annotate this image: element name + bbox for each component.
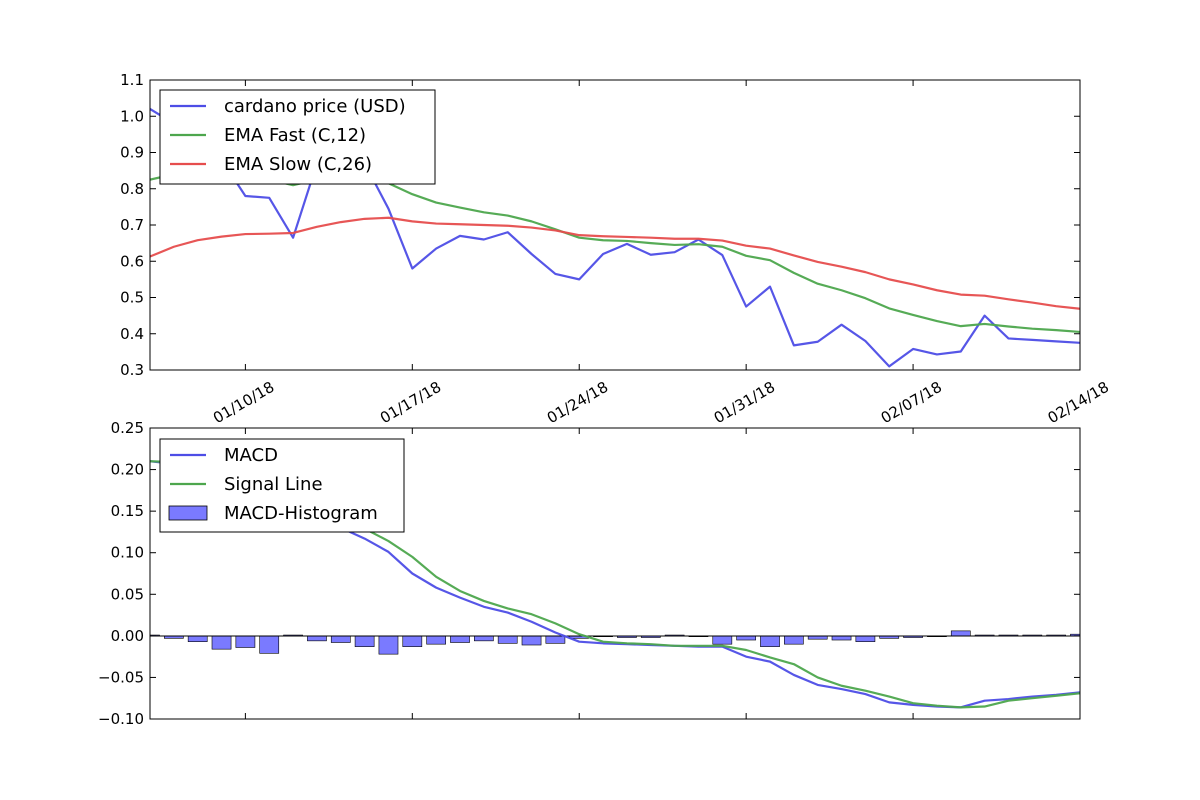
histogram-bar <box>354 635 375 647</box>
y-tick-label: 0.5 <box>120 289 144 307</box>
histogram-bar <box>187 635 208 642</box>
y-tick-label: 1.1 <box>120 71 144 89</box>
histogram-bar <box>545 635 566 644</box>
histogram-bar <box>521 635 542 646</box>
y-tick-label: 0.05 <box>111 585 144 603</box>
histogram-bar <box>259 635 280 654</box>
histogram-bar <box>378 635 399 655</box>
histogram-bar <box>712 635 733 645</box>
y-tick-label: 0.00 <box>111 627 144 645</box>
legend-swatch <box>168 505 208 521</box>
histogram-bar <box>760 635 780 647</box>
y-tick-label: 0.4 <box>120 325 144 343</box>
histogram-bar <box>402 635 423 647</box>
histogram-bar <box>235 635 256 648</box>
y-tick-label: −0.10 <box>98 710 144 728</box>
histogram-bar <box>784 635 804 645</box>
y-tick-label: −0.05 <box>98 668 144 686</box>
series-line-ema-slow-c-26 <box>150 216 1080 310</box>
y-tick-label: 0.6 <box>120 252 144 270</box>
legend-label: EMA Fast (C,12) <box>224 125 366 146</box>
histogram-bar <box>426 635 446 645</box>
legend-label: Signal Line <box>224 474 323 495</box>
histogram-bar <box>950 630 971 637</box>
macd-panel: −0.10 −0.05 0.00 0.05 0.10 0.15 0.20 0.25 MACD S… <box>98 419 1081 728</box>
histogram-bar <box>330 635 351 643</box>
macd-legend: MACD Signal Line MACD-Histogram <box>159 438 405 533</box>
price-legend: cardano price (USD) EMA Fast (C,12) EMA Sl… <box>159 89 436 185</box>
histogram-bar <box>450 635 470 643</box>
histogram-bar <box>211 635 232 650</box>
y-tick-label: 0.25 <box>111 419 144 437</box>
y-tick-label: 0.15 <box>111 502 144 520</box>
histogram-bar <box>307 635 327 642</box>
y-tick-label: 0.10 <box>111 544 144 562</box>
histogram-bar <box>855 635 876 642</box>
legend-label: cardano price (USD) <box>224 96 406 117</box>
legend-label: EMA Slow (C,26) <box>224 154 372 175</box>
y-tick-label: 0.8 <box>120 180 144 198</box>
histogram-bar <box>474 635 494 642</box>
price-y-axis: 0.3 0.4 0.5 0.6 0.7 0.8 0.9 1.0 1.1 <box>120 71 1080 379</box>
series-line-cardano-price-usd <box>150 108 1080 368</box>
y-tick-label: 1.0 <box>120 107 144 125</box>
macd-y-axis: −0.10 −0.05 0.00 0.05 0.10 0.15 0.20 0.25 <box>98 419 1081 728</box>
legend-label: MACD <box>224 445 278 466</box>
y-tick-label: 0.3 <box>120 361 144 379</box>
y-tick-label: 0.7 <box>120 216 144 234</box>
histogram-bar <box>497 635 518 644</box>
legend-box <box>159 89 436 185</box>
y-tick-label: 0.9 <box>120 144 144 162</box>
y-tick-label: 0.20 <box>111 461 144 479</box>
macd-axes-frame <box>149 427 1081 720</box>
legend-label: MACD-Histogram <box>224 503 378 524</box>
